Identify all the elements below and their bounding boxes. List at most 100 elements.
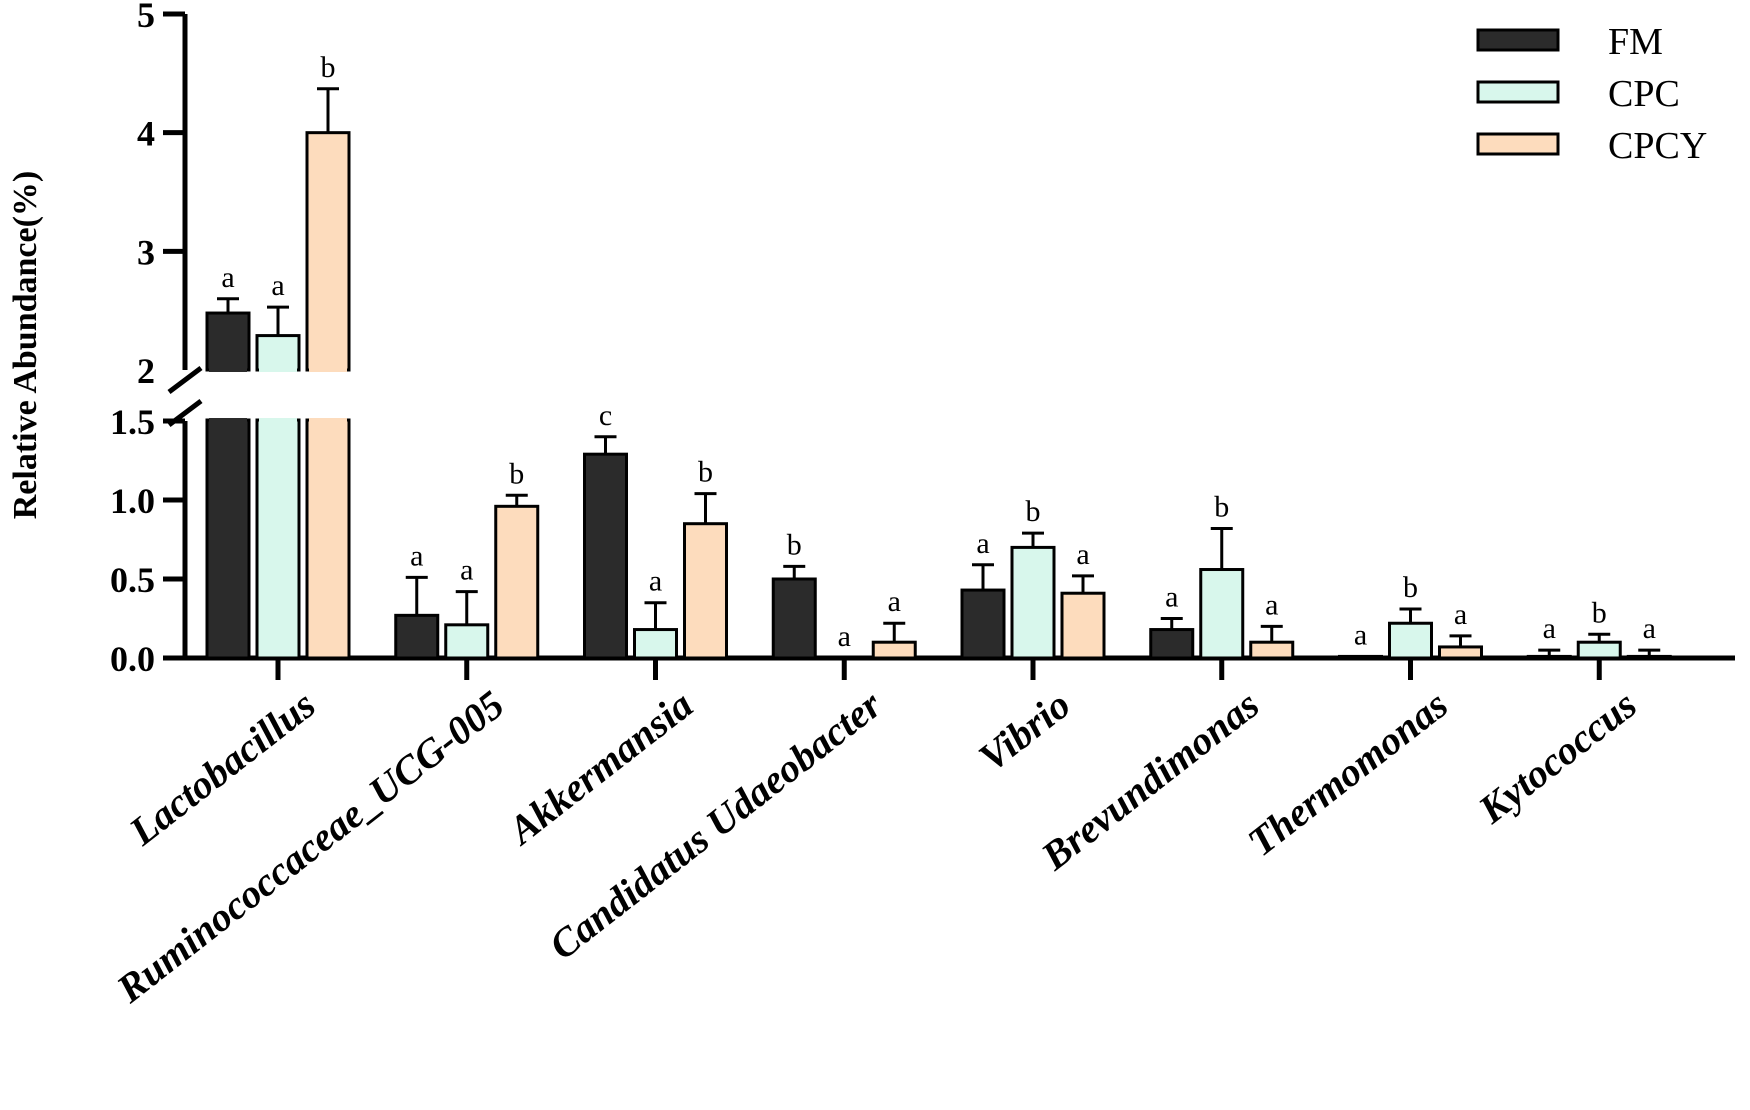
- bar-cpc: a: [255, 269, 301, 660]
- significance-label: a: [976, 527, 989, 560]
- significance-label: b: [1403, 571, 1418, 604]
- legend-swatch: [1476, 132, 1560, 156]
- bar-cpc: a: [838, 620, 851, 653]
- significance-label: b: [698, 456, 713, 489]
- bar-rect: [1199, 568, 1245, 660]
- bar-cpc: a: [444, 554, 490, 660]
- y-tick-label: 3: [137, 232, 155, 272]
- y-tick-label: 2: [137, 351, 155, 391]
- bar-fm: a: [394, 539, 440, 660]
- legend-label: CPC: [1608, 73, 1680, 115]
- significance-label: a: [1643, 612, 1656, 645]
- bar-lower: [305, 418, 351, 660]
- bar-lower: [255, 418, 301, 660]
- bar-cpc: b: [1199, 490, 1245, 660]
- y-tick-label: 4: [137, 114, 155, 154]
- bar-upper: [305, 131, 351, 372]
- y-axis-label: Relative Abundance(%): [7, 171, 44, 520]
- significance-label: a: [271, 269, 284, 302]
- bar-fm: b: [771, 528, 817, 660]
- significance-label: b: [1214, 490, 1229, 523]
- bar-cpcy: a: [1249, 588, 1295, 660]
- bar-rect: [1526, 654, 1572, 660]
- bar-cpcy: a: [1626, 612, 1672, 660]
- significance-label: b: [1026, 495, 1041, 528]
- bar-rect: [1576, 640, 1622, 660]
- y-tick-label: 1.0: [110, 481, 155, 521]
- bar-rect: [771, 577, 817, 660]
- significance-label: b: [1592, 596, 1607, 629]
- bar-rect: [1060, 591, 1106, 660]
- legend-item-fm: FM: [1476, 21, 1663, 63]
- significance-label: b: [321, 51, 336, 84]
- bar-break-cover: [209, 368, 247, 372]
- bar-break-cover: [259, 418, 297, 423]
- significance-label: a: [1543, 612, 1556, 645]
- significance-label: a: [221, 261, 234, 294]
- bar-fm: a: [205, 261, 251, 660]
- bar-cpc: b: [1010, 495, 1056, 660]
- bar-fm: c: [583, 399, 628, 660]
- bar-rect: [1249, 640, 1295, 660]
- bar-cpc: b: [1388, 571, 1433, 660]
- significance-label: a: [1076, 538, 1089, 571]
- significance-label: b: [509, 457, 524, 490]
- bar-rect: [1438, 645, 1483, 660]
- bar-rect: [494, 504, 540, 660]
- bar-rect: [1338, 654, 1383, 660]
- bar-rect: [583, 452, 628, 660]
- category-label: Ruminococcaceae_UCG-005: [107, 682, 512, 1012]
- bar-rect: [1626, 654, 1672, 660]
- significance-label: a: [649, 565, 662, 598]
- legend-swatch: [1476, 28, 1560, 52]
- bar-break-cover: [309, 418, 347, 423]
- bar-cpcy: b: [494, 457, 540, 660]
- bars: a a c b a a a a a a a a b b b b b b b a a a a a: [205, 51, 1672, 660]
- bar-rect: [683, 522, 728, 660]
- significance-label: a: [410, 539, 423, 572]
- category-labels: LactobacillusRuminococcaceae_UCG-005Akke…: [107, 681, 1644, 1011]
- bar-rect: [960, 588, 1006, 660]
- y-tick-label: 5: [137, 0, 155, 35]
- bar-fm: a: [1149, 581, 1195, 660]
- bar-rect: [1010, 545, 1056, 660]
- bar-lower: [205, 418, 251, 660]
- bar-upper: [255, 334, 301, 372]
- significance-label: a: [1454, 598, 1467, 631]
- bar-break-cover: [209, 418, 247, 423]
- legend-label: CPCY: [1608, 125, 1707, 167]
- bar-rect: [871, 640, 917, 660]
- category-label: Vibrio: [970, 682, 1078, 780]
- bar-break-cover: [259, 368, 297, 372]
- bar-rect: [1388, 621, 1433, 660]
- significance-label: a: [888, 585, 901, 618]
- bar-rect: [1149, 628, 1195, 660]
- category-label: Akkermansia: [498, 682, 701, 855]
- bar-cpcy: a: [1060, 538, 1106, 660]
- bar-fm: a: [1526, 612, 1572, 660]
- bar-cpc: a: [633, 565, 678, 660]
- legend-swatch: [1476, 80, 1560, 104]
- legend: FM CPC CPCY: [1476, 21, 1707, 167]
- significance-label: a: [1354, 618, 1367, 651]
- y-tick-label: 1.5: [110, 402, 155, 442]
- significance-label: b: [787, 528, 802, 561]
- significance-label: c: [599, 399, 612, 432]
- significance-label: a: [838, 620, 851, 653]
- significance-label: a: [1165, 581, 1178, 614]
- bar-break-cover: [309, 368, 347, 372]
- legend-label: FM: [1608, 21, 1663, 63]
- category-label: Thermomonas: [1239, 682, 1456, 865]
- category-label: Lactobacillus: [120, 682, 324, 855]
- y-tick-label: 0.0: [110, 639, 155, 679]
- y-tick-label: 0.5: [110, 560, 155, 600]
- bar-rect: [633, 628, 678, 660]
- bar-cpcy: a: [871, 585, 917, 660]
- significance-label: a: [1265, 588, 1278, 621]
- legend-item-cpc: CPC: [1476, 73, 1680, 115]
- bar-fm: a: [1338, 618, 1383, 660]
- axes: 0.0 0.5 1.0 1.5 2 3 4 5: [110, 0, 1735, 680]
- axis-break-mark: [167, 366, 203, 394]
- category-label: Candidatus Udaeobacter: [541, 681, 890, 968]
